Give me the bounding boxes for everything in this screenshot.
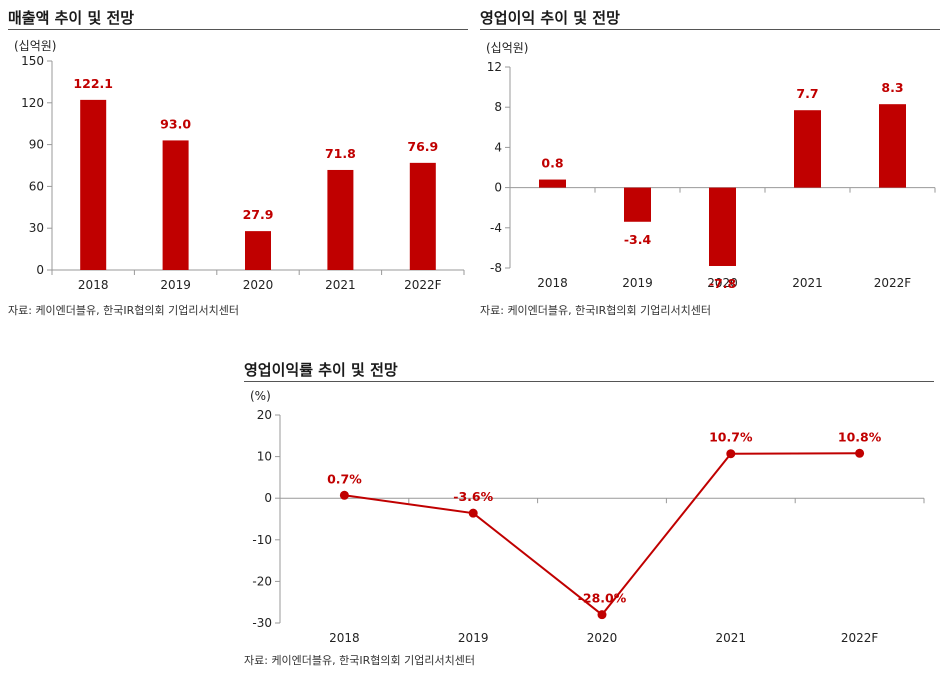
operating-margin-data-point bbox=[855, 448, 865, 458]
operating-margin-data-label: -28.0% bbox=[578, 591, 627, 606]
revenue-x-tick-label: 2020 bbox=[243, 278, 274, 292]
revenue-x-tick-label: 2022F bbox=[404, 278, 442, 292]
operating-profit-unit-label: (십억원) bbox=[486, 41, 529, 55]
operating-profit-data-label: -7.8 bbox=[709, 276, 736, 291]
operating-profit-bar bbox=[709, 187, 736, 266]
operating-profit-data-label: 8.3 bbox=[881, 80, 903, 95]
revenue-bar bbox=[162, 140, 189, 270]
revenue-y-tick-label: 60 bbox=[29, 179, 44, 193]
operating-profit-y-tick-label: -4 bbox=[490, 221, 502, 235]
operating-profit-bar-chart: 12 8 4 0 -4 -8 2018 2019 2020 2021 2022F 0.8 -3.4 -7.… bbox=[487, 60, 936, 291]
operating-margin-x-tick-label: 2020 bbox=[587, 631, 618, 645]
revenue-y-tick-label: 30 bbox=[29, 221, 44, 235]
revenue-chart-title: 매출액 추이 및 전망 bbox=[8, 9, 135, 27]
operating-profit-x-tick-label: 2020 bbox=[707, 276, 738, 290]
revenue-bar bbox=[327, 169, 354, 270]
operating-profit-x-tick-label: 2019 bbox=[622, 276, 653, 290]
operating-margin-x-tick-label: 2019 bbox=[458, 631, 489, 645]
revenue-x-tick-label: 2021 bbox=[325, 278, 356, 292]
revenue-x-tick-label: 2019 bbox=[160, 278, 191, 292]
operating-profit-y-tick-label: -8 bbox=[490, 261, 502, 275]
operating-margin-chart-title: 영업이익률 추이 및 전망 bbox=[244, 361, 398, 379]
operating-profit-x-tick-label: 2021 bbox=[792, 276, 823, 290]
operating-margin-data-point bbox=[597, 610, 607, 620]
operating-margin-unit-label: (%) bbox=[250, 389, 271, 403]
operating-margin-chart-panel: 영업이익률 추이 및 전망 (%) 20 10 0 -10 -20 -30 2018 2019… bbox=[244, 356, 934, 676]
operating-profit-y-tick-label: 0 bbox=[494, 181, 502, 195]
revenue-data-label: 93.0 bbox=[160, 116, 191, 131]
revenue-bar bbox=[245, 231, 271, 270]
revenue-title-underline bbox=[8, 29, 468, 30]
revenue-data-label: 122.1 bbox=[73, 76, 113, 91]
operating-profit-data-label: -3.4 bbox=[624, 232, 652, 247]
operating-margin-y-tick-label: -30 bbox=[252, 616, 272, 630]
operating-margin-x-tick-label: 2021 bbox=[716, 631, 747, 645]
operating-profit-y-tick-label: 8 bbox=[494, 100, 502, 114]
operating-margin-source-note: 자료: 케이엔더블유, 한국IR협의회 기업리서치센터 bbox=[244, 654, 475, 667]
operating-profit-data-label: 0.8 bbox=[541, 156, 563, 171]
revenue-y-tick-label: 120 bbox=[21, 96, 44, 110]
operating-profit-bar bbox=[624, 187, 651, 222]
operating-profit-title-underline bbox=[480, 29, 940, 30]
operating-profit-bar bbox=[879, 104, 906, 188]
operating-margin-data-point bbox=[339, 490, 349, 500]
operating-margin-data-point bbox=[468, 508, 478, 518]
operating-profit-y-tick-label: 4 bbox=[494, 140, 502, 154]
revenue-bar-chart: 150 120 90 60 30 0 2018 2019 2020 2021 2022F 122.1 9… bbox=[21, 54, 465, 292]
operating-profit-x-tick-label: 2022F bbox=[874, 276, 912, 290]
operating-profit-bar bbox=[539, 179, 566, 188]
operating-margin-data-label: 10.7% bbox=[709, 430, 753, 445]
operating-profit-bar bbox=[794, 110, 821, 188]
revenue-data-label: 76.9 bbox=[407, 139, 438, 154]
revenue-bar bbox=[409, 162, 436, 270]
operating-margin-y-tick-label: 10 bbox=[257, 450, 272, 464]
operating-margin-data-label: 10.8% bbox=[838, 429, 882, 444]
revenue-y-tick-label: 90 bbox=[29, 138, 44, 152]
revenue-y-tick-label: 0 bbox=[36, 263, 44, 277]
operating-profit-y-tick-label: 12 bbox=[487, 60, 502, 74]
operating-margin-y-tick-label: -20 bbox=[252, 574, 272, 588]
operating-profit-x-tick-label: 2018 bbox=[537, 276, 568, 290]
operating-margin-line-chart: 20 10 0 -10 -20 -30 2018 2019 2020 2021 2022F 0.7% -… bbox=[252, 408, 925, 645]
revenue-chart-panel: 매출액 추이 및 전망 (십억원) 150 120 90 60 30 0 2018 2019 2… bbox=[8, 0, 468, 330]
operating-profit-chart-panel: 영업이익 추이 및 전망 (십억원) 12 8 4 0 -4 -8 2018 2019 2020… bbox=[480, 0, 940, 330]
operating-margin-title-underline bbox=[244, 381, 934, 382]
operating-margin-data-label: -3.6% bbox=[453, 489, 493, 504]
operating-margin-data-label: 0.7% bbox=[327, 471, 362, 486]
operating-margin-x-tick-label: 2022F bbox=[841, 631, 879, 645]
revenue-x-tick-label: 2018 bbox=[78, 278, 109, 292]
operating-margin-x-tick-label: 2018 bbox=[329, 631, 360, 645]
revenue-y-tick-label: 150 bbox=[21, 54, 44, 68]
revenue-data-label: 71.8 bbox=[325, 146, 356, 161]
operating-margin-y-tick-label: -10 bbox=[252, 533, 272, 547]
operating-margin-data-point bbox=[726, 449, 736, 459]
revenue-unit-label: (십억원) bbox=[14, 39, 57, 53]
revenue-bar bbox=[80, 99, 107, 271]
revenue-data-label: 27.9 bbox=[243, 207, 274, 222]
operating-margin-y-tick-label: 0 bbox=[264, 491, 272, 505]
operating-margin-y-tick-label: 20 bbox=[257, 408, 272, 422]
operating-profit-data-label: 7.7 bbox=[796, 86, 818, 101]
operating-profit-source-note: 자료: 케이엔더블유, 한국IR협의회 기업리서치센터 bbox=[480, 304, 711, 317]
revenue-source-note: 자료: 케이엔더블유, 한국IR협의회 기업리서치센터 bbox=[8, 304, 239, 317]
operating-profit-chart-title: 영업이익 추이 및 전망 bbox=[480, 9, 620, 27]
